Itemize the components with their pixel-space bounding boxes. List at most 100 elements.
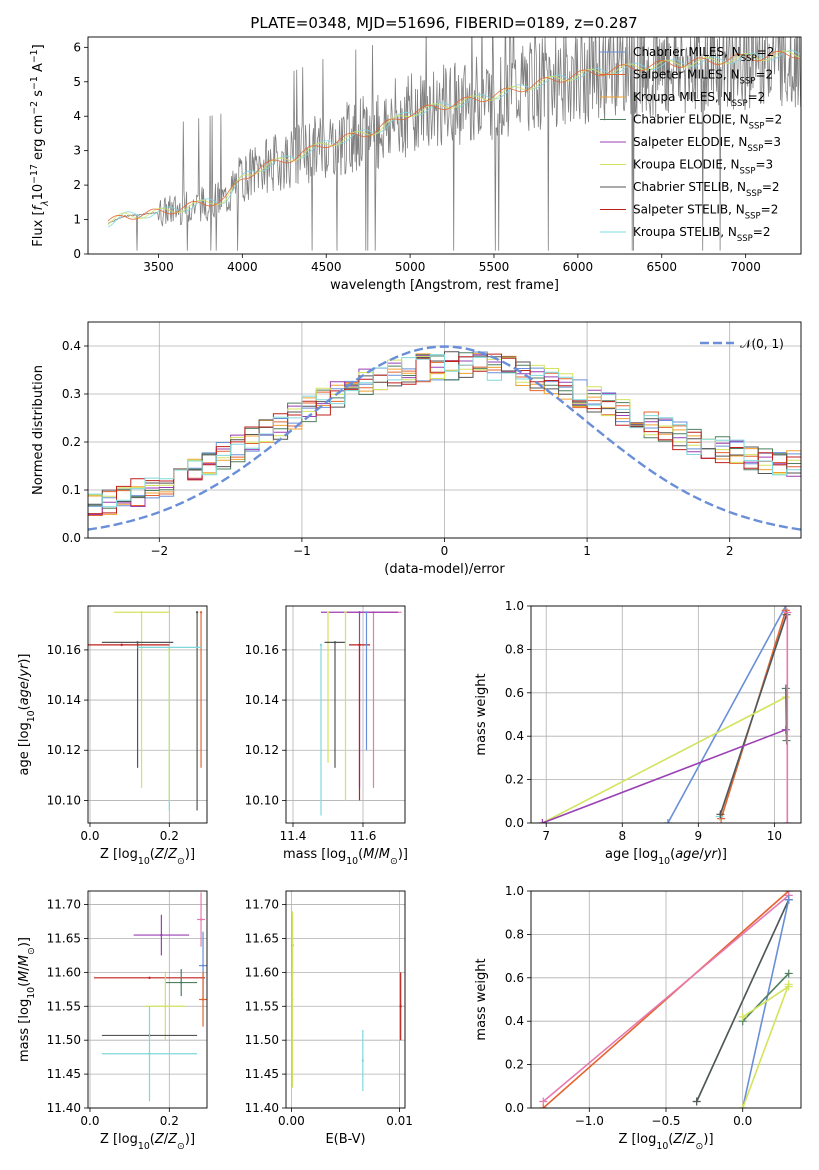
y-tick-label: 5 — [73, 75, 81, 89]
plus-marker — [539, 1097, 548, 1106]
weight-line — [542, 891, 790, 1108]
marker — [168, 646, 171, 649]
legend-label: Kroupa MILES, N — [633, 90, 732, 104]
plus-marker — [663, 819, 672, 823]
data-point-salpeter_stelib — [88, 643, 170, 647]
model-spectrum-kroupa_elodie — [107, 50, 801, 226]
x-tick-label: 10 — [767, 829, 782, 843]
label-part: erg cm — [31, 115, 46, 164]
label-part: / — [17, 966, 32, 971]
data-point-salpeter_stelib — [399, 972, 402, 1041]
label-part: ⊙ — [177, 856, 185, 867]
weight-line — [542, 894, 790, 1103]
legend-subscript: SSP — [741, 54, 757, 64]
y-tick-label: 10.10 — [245, 793, 279, 807]
label-part: age [log — [605, 847, 658, 862]
x-tick-label: −1.0 — [575, 1114, 604, 1128]
label-part: yr — [703, 847, 719, 862]
weight-line — [741, 984, 790, 1108]
label-part: )] — [17, 937, 32, 947]
label-part: yr — [17, 662, 32, 678]
label-part: ⊙ — [177, 1141, 185, 1152]
x-tick-label: 1 — [583, 544, 591, 558]
x-axis-label: age [log10(age/yr)] — [605, 847, 727, 867]
marker — [164, 1005, 167, 1008]
label-part: mass [log — [283, 847, 346, 862]
legend-entry: Kroupa ELODIE, NSSP=3 — [633, 158, 773, 177]
axes-frame — [285, 605, 406, 824]
legend-label: Kroupa ELODIE, N — [633, 158, 740, 172]
label-part: 10 — [31, 184, 46, 201]
x-tick-label: 8 — [618, 829, 626, 843]
y-tick-label: 11.40 — [245, 1101, 279, 1115]
marker — [399, 1005, 402, 1008]
label-part: ( — [358, 847, 363, 862]
y-tick-label: 10.12 — [245, 743, 279, 757]
y-tick-label: 4 — [73, 109, 81, 123]
y-tick-label: 10.16 — [47, 643, 81, 657]
weight-line — [784, 688, 788, 741]
data-point-salpeter_elodie_pink — [345, 611, 402, 788]
label-part: −17 — [29, 164, 40, 184]
y-tick-label: 1.0 — [505, 599, 524, 613]
label-part: )] — [185, 847, 195, 862]
data-point-chabrier_miles — [365, 611, 368, 751]
y-tick-label: 11.65 — [245, 931, 279, 945]
marker — [199, 611, 203, 614]
y-tick-label: 0.4 — [505, 729, 524, 743]
label-part: )] — [17, 653, 32, 663]
model-spectrum-salpeter_miles — [107, 50, 801, 222]
y-tick-label: 0.2 — [505, 773, 524, 787]
weight-line — [542, 728, 787, 823]
y-tick-label: 11.45 — [245, 1067, 279, 1081]
label-part: )] — [398, 847, 408, 862]
legend-entry: Chabrier STELIB, NSSP=2 — [633, 180, 780, 199]
marker — [291, 998, 294, 1001]
legend-tail: =2 — [761, 203, 779, 217]
y-tick-label: 11.60 — [47, 965, 81, 979]
weight-line-salpeter_elodie — [538, 725, 790, 823]
label-part: ( — [150, 1132, 155, 1147]
label-part: −1 — [29, 76, 40, 90]
label-part: / — [164, 847, 169, 862]
x-tick-label: 4500 — [311, 260, 342, 274]
y-axis-label: age [log10(age/yr)] — [17, 653, 37, 775]
y-tick-label: 0.0 — [505, 1101, 524, 1115]
data-point-salpeter_miles — [199, 972, 207, 1027]
x-tick-label: 0.2 — [160, 829, 179, 843]
label-part: 10 — [138, 1141, 150, 1152]
data-point-salpeter_elodie — [133, 914, 190, 956]
label-part: 10 — [346, 856, 358, 867]
plus-marker — [738, 1104, 747, 1108]
label-part: E(B-V) — [325, 1132, 365, 1147]
residual-legend: 𝒩(0, 1) — [700, 337, 784, 351]
x-tick-label: 6000 — [563, 260, 594, 274]
y-axis-label: mass weight — [474, 958, 489, 1040]
marker — [333, 641, 337, 644]
label-part: )] — [703, 1132, 713, 1147]
spectrum-data-line — [108, 37, 801, 251]
x-tick-label: 0 — [441, 544, 449, 558]
marker — [319, 643, 323, 647]
y-tick-label: 11.70 — [245, 898, 279, 912]
y-tick-label: 11.55 — [245, 999, 279, 1013]
label-part: mass weight — [474, 673, 489, 755]
weight-line-salpeter_elodie_pink — [783, 608, 792, 823]
gridlines — [531, 605, 801, 824]
axes-frame — [87, 605, 208, 824]
weight-line-chabrier_elodie — [738, 969, 793, 1026]
label-part: M — [363, 847, 374, 862]
data-point-kroupa_stelib — [319, 643, 323, 816]
y-tick-label: 0.6 — [505, 686, 524, 700]
axes-frame — [87, 321, 802, 539]
axes-frame — [285, 890, 406, 1109]
label-part: 10 — [658, 856, 670, 867]
plus-marker — [538, 819, 547, 823]
label-part: / — [17, 676, 32, 681]
marker — [148, 976, 151, 979]
y-tick-label: 0.8 — [505, 927, 524, 941]
marker — [120, 643, 123, 647]
y-tick-label: 10.14 — [245, 693, 279, 707]
plus-marker — [738, 1012, 747, 1021]
x-tick-label: 0.0 — [80, 829, 99, 843]
